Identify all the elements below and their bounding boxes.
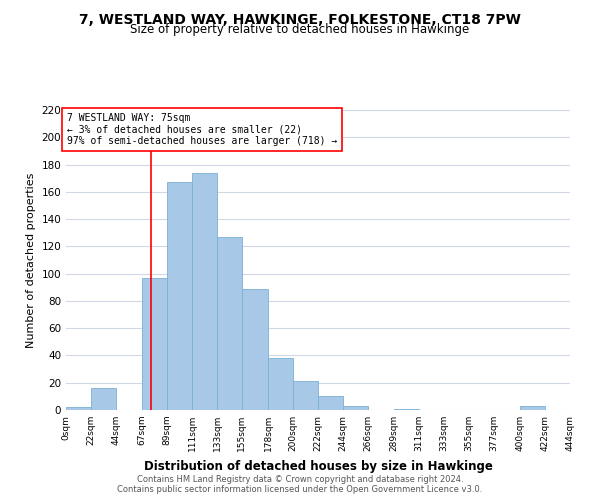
Text: Size of property relative to detached houses in Hawkinge: Size of property relative to detached ho… [130, 22, 470, 36]
Bar [394, 408, 419, 410]
Bar [242, 288, 268, 410]
Bar [167, 182, 192, 410]
X-axis label: Distribution of detached houses by size in Hawkinge: Distribution of detached houses by size … [143, 460, 493, 472]
Text: 7 WESTLAND WAY: 75sqm
← 3% of detached houses are smaller (22)
97% of semi-detac: 7 WESTLAND WAY: 75sqm ← 3% of detached h… [67, 112, 337, 146]
Bar [217, 237, 242, 410]
Bar [66, 408, 91, 410]
Bar [293, 382, 318, 410]
Bar [343, 406, 368, 410]
Bar [318, 396, 343, 410]
Bar [520, 406, 545, 410]
Text: 7, WESTLAND WAY, HAWKINGE, FOLKESTONE, CT18 7PW: 7, WESTLAND WAY, HAWKINGE, FOLKESTONE, C… [79, 12, 521, 26]
Bar [91, 388, 116, 410]
Bar [142, 278, 167, 410]
Bar [268, 358, 293, 410]
Y-axis label: Number of detached properties: Number of detached properties [26, 172, 36, 348]
Bar [192, 172, 217, 410]
Text: Contains public sector information licensed under the Open Government Licence v3: Contains public sector information licen… [118, 485, 482, 494]
Text: Contains HM Land Registry data © Crown copyright and database right 2024.: Contains HM Land Registry data © Crown c… [137, 475, 463, 484]
